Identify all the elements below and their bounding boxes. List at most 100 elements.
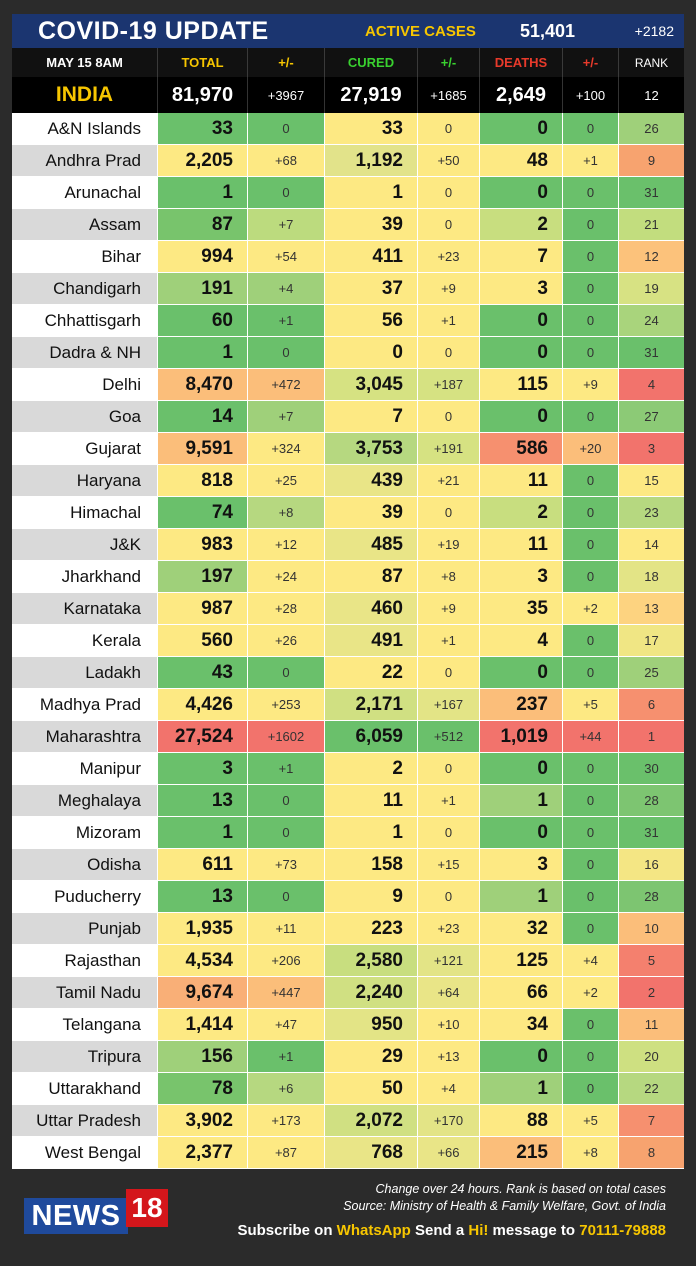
table-row: Madhya Prad 4,426 +253 2,171 +167 237 +5 6	[12, 689, 684, 721]
total-change-cell: 0	[248, 113, 325, 145]
cured-cell: 2,072	[325, 1105, 418, 1137]
total-cell: 156	[158, 1041, 248, 1073]
cured-cell: 158	[325, 849, 418, 881]
table-row: Odisha 611 +73 158 +15 3 0 16	[12, 849, 684, 881]
state-name: Manipur	[12, 753, 158, 785]
cured-change-cell: +8	[418, 561, 480, 593]
total-cell: 14	[158, 401, 248, 433]
total-change-cell: +24	[248, 561, 325, 593]
table-row: Bihar 994 +54 411 +23 7 0 12	[12, 241, 684, 273]
total-change-cell: +25	[248, 465, 325, 497]
cured-change-cell: +1	[418, 785, 480, 817]
deaths-cell: 1	[480, 785, 563, 817]
india-label: INDIA	[12, 77, 158, 113]
deaths-change-cell: 0	[563, 241, 619, 273]
rank-cell: 24	[619, 305, 684, 337]
total-cell: 60	[158, 305, 248, 337]
rank-cell: 17	[619, 625, 684, 657]
table-row: Dadra & NH 1 0 0 0 0 0 31	[12, 337, 684, 369]
cured-cell: 485	[325, 529, 418, 561]
india-cured: 27,919	[325, 77, 418, 113]
total-change-cell: +7	[248, 209, 325, 241]
india-total: 81,970	[158, 77, 248, 113]
state-name: Telangana	[12, 1009, 158, 1041]
state-name: Uttar Pradesh	[12, 1105, 158, 1137]
total-change-cell: +47	[248, 1009, 325, 1041]
state-name: J&K	[12, 529, 158, 561]
state-name: Dadra & NH	[12, 337, 158, 369]
cured-change-cell: +191	[418, 433, 480, 465]
state-name: Tripura	[12, 1041, 158, 1073]
total-change-cell: +8	[248, 497, 325, 529]
deaths-change-cell: +5	[563, 1105, 619, 1137]
state-name: Rajasthan	[12, 945, 158, 977]
footer: NEWS 18 Change over 24 hours. Rank is ba…	[12, 1169, 684, 1254]
total-header: TOTAL	[158, 48, 248, 77]
total-cell: 818	[158, 465, 248, 497]
deaths-change-cell: 0	[563, 785, 619, 817]
cured-cell: 1	[325, 177, 418, 209]
table-row: Tripura 156 +1 29 +13 0 0 20	[12, 1041, 684, 1073]
table-row: West Bengal 2,377 +87 768 +66 215 +8 8	[12, 1137, 684, 1169]
rank-cell: 21	[619, 209, 684, 241]
deaths-change-cell: 0	[563, 529, 619, 561]
deaths-change-cell: 0	[563, 913, 619, 945]
deaths-change-cell: 0	[563, 401, 619, 433]
cured-cell: 33	[325, 113, 418, 145]
deaths-change-cell: +2	[563, 977, 619, 1009]
state-name: Mizoram	[12, 817, 158, 849]
total-cell: 1,935	[158, 913, 248, 945]
cured-change-cell: +66	[418, 1137, 480, 1169]
rank-cell: 2	[619, 977, 684, 1009]
table-row: Punjab 1,935 +11 223 +23 32 0 10	[12, 913, 684, 945]
rank-cell: 7	[619, 1105, 684, 1137]
cured-change-cell: +170	[418, 1105, 480, 1137]
total-change-cell: 0	[248, 881, 325, 913]
deaths-cell: 125	[480, 945, 563, 977]
total-cell: 3	[158, 753, 248, 785]
cured-cell: 2	[325, 753, 418, 785]
deaths-change-cell: +44	[563, 721, 619, 753]
deaths-change-cell: 0	[563, 465, 619, 497]
active-cases-label: ACTIVE CASES	[365, 23, 476, 40]
deaths-cell: 0	[480, 817, 563, 849]
rank-cell: 25	[619, 657, 684, 689]
total-change-cell: +324	[248, 433, 325, 465]
deaths-cell: 1,019	[480, 721, 563, 753]
cured-cell: 3,753	[325, 433, 418, 465]
total-cell: 560	[158, 625, 248, 657]
deaths-change-cell: +5	[563, 689, 619, 721]
total-change-cell: +1	[248, 753, 325, 785]
total-cell: 2,377	[158, 1137, 248, 1169]
state-name: Karnataka	[12, 593, 158, 625]
cured-cell: 460	[325, 593, 418, 625]
rank-cell: 5	[619, 945, 684, 977]
state-name: Chandigarh	[12, 273, 158, 305]
total-change-cell: 0	[248, 657, 325, 689]
cured-change-cell: +13	[418, 1041, 480, 1073]
deaths-cell: 1	[480, 1073, 563, 1105]
rank-cell: 14	[619, 529, 684, 561]
rank-cell: 6	[619, 689, 684, 721]
total-cell: 3,902	[158, 1105, 248, 1137]
cured-cell: 950	[325, 1009, 418, 1041]
total-cell: 983	[158, 529, 248, 561]
subscribe-line: Subscribe on WhatsApp Send a Hi! message…	[237, 1222, 666, 1239]
deaths-cell: 0	[480, 305, 563, 337]
table-row: A&N Islands 33 0 33 0 0 0 26	[12, 113, 684, 145]
deaths-cell: 0	[480, 1041, 563, 1073]
cured-change-cell: +1	[418, 305, 480, 337]
total-change-cell: +4	[248, 273, 325, 305]
cured-change-cell: +9	[418, 273, 480, 305]
total-change-cell: +206	[248, 945, 325, 977]
cured-change-cell: +4	[418, 1073, 480, 1105]
total-change-cell: +73	[248, 849, 325, 881]
state-name: Madhya Prad	[12, 689, 158, 721]
cured-cell: 2,240	[325, 977, 418, 1009]
total-change-cell: +1	[248, 305, 325, 337]
deaths-cell: 88	[480, 1105, 563, 1137]
total-cell: 27,524	[158, 721, 248, 753]
page-title: COVID-19 UPDATE	[38, 17, 269, 45]
deaths-cell: 215	[480, 1137, 563, 1169]
deaths-cell: 66	[480, 977, 563, 1009]
